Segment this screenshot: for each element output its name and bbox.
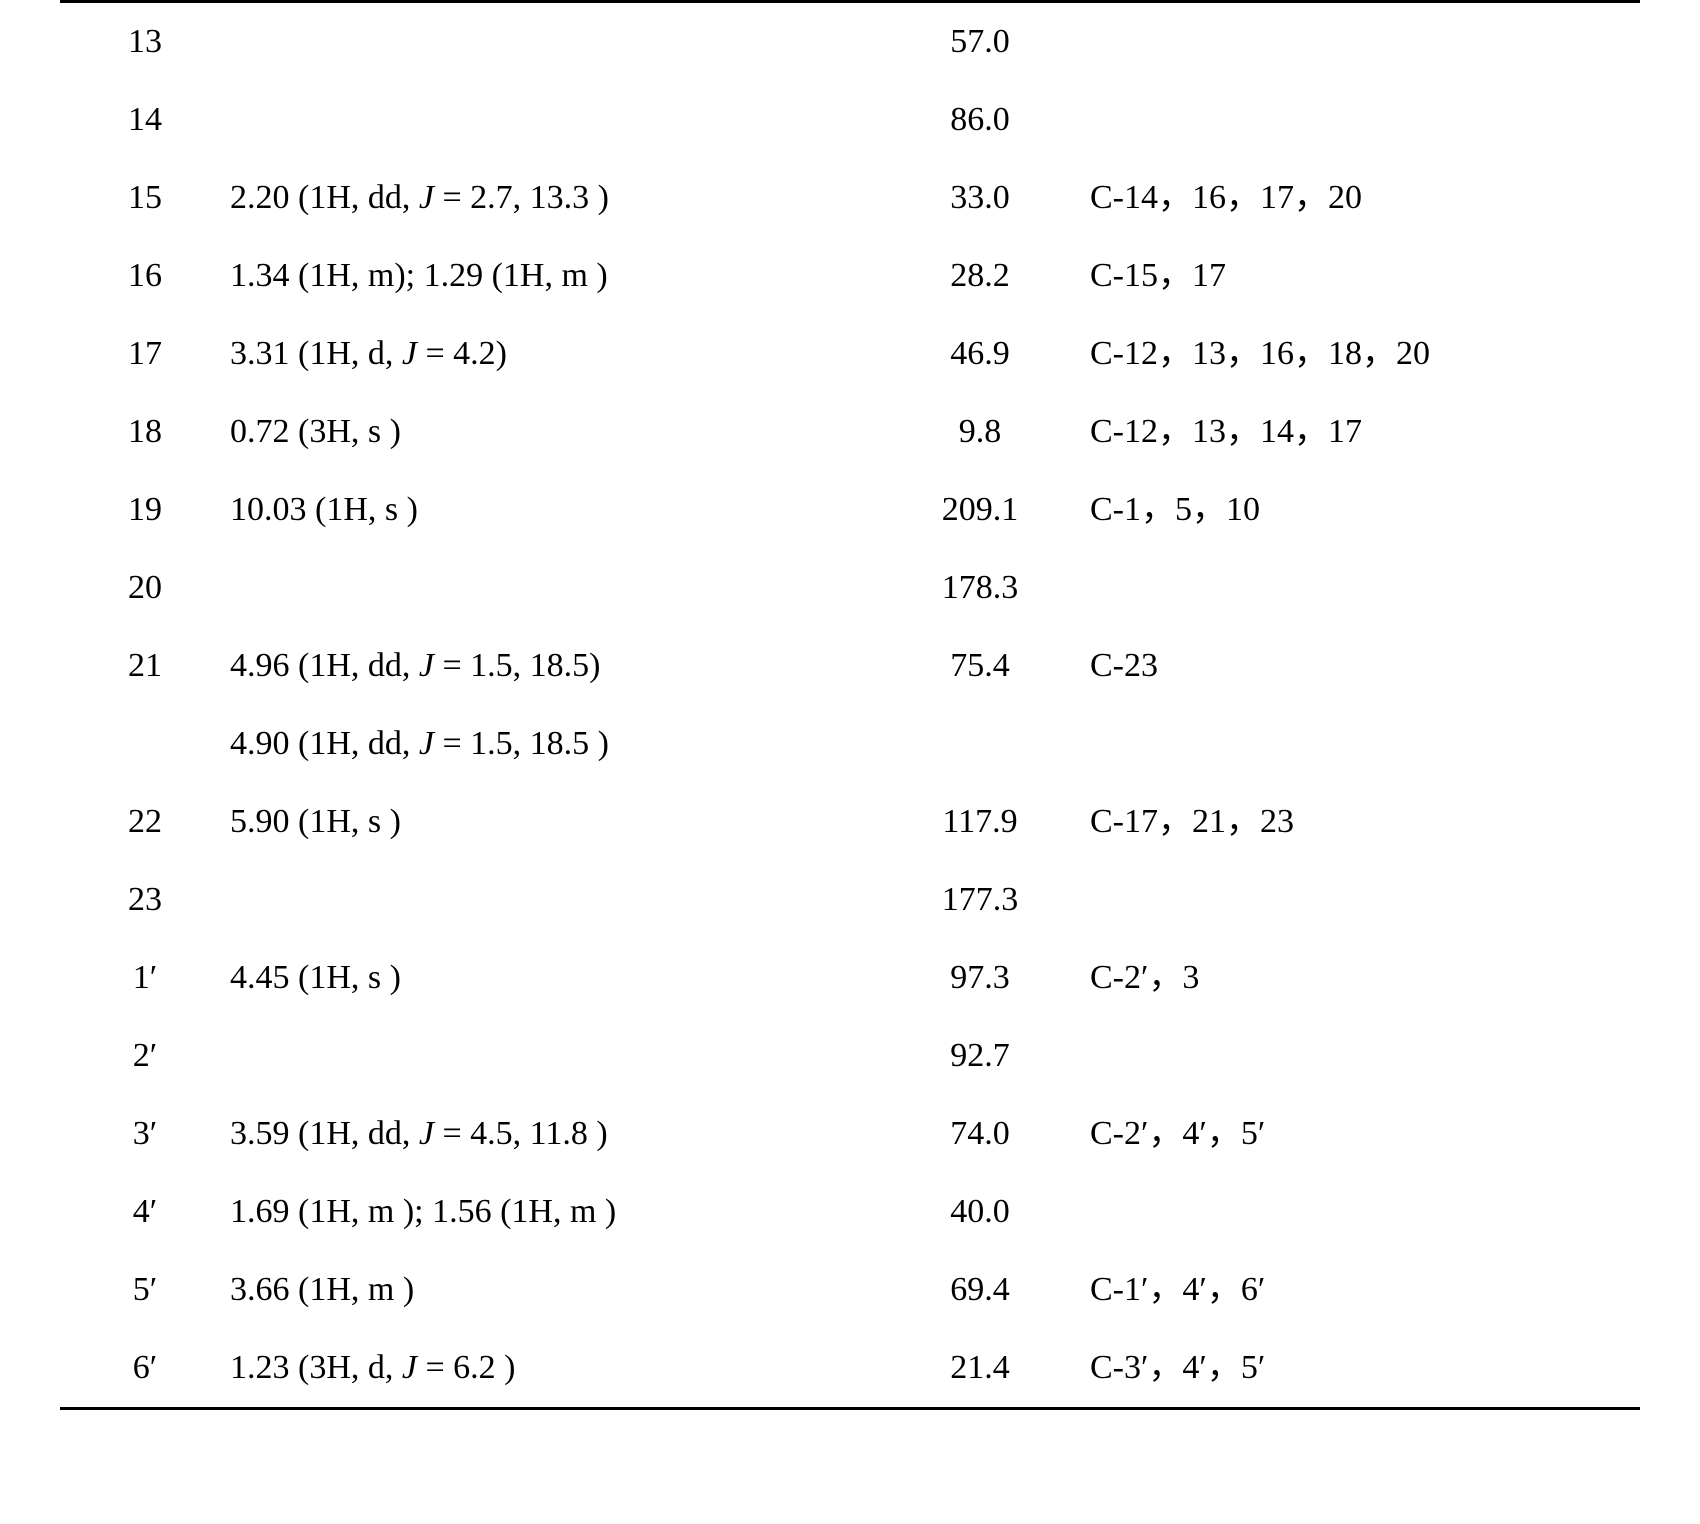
cell-delta-h: 1.34 (1H, m); 1.29 (1H, m ) (230, 237, 870, 315)
cell-delta-c: 177.3 (870, 861, 1090, 939)
cell-hmbc: C-3′，4′，5′ (1090, 1329, 1640, 1409)
cell-hmbc: C-12，13，16，18，20 (1090, 315, 1640, 393)
cell-delta-h: 1.23 (3H, d, J = 6.2 ) (230, 1329, 870, 1409)
cell-position: 20 (60, 549, 230, 627)
cell-position: 15 (60, 159, 230, 237)
cell-position: 22 (60, 783, 230, 861)
cell-hmbc: C-23 (1090, 627, 1640, 705)
cell-hmbc (1090, 549, 1640, 627)
cell-position: 18 (60, 393, 230, 471)
table-row: 20 178.3 (60, 549, 1640, 627)
table-row: 1′4.45 (1H, s )97.3C-2′，3 (60, 939, 1640, 1017)
cell-position: 6′ (60, 1329, 230, 1409)
cell-delta-h: 4.90 (1H, dd, J = 1.5, 18.5 ) (230, 705, 870, 783)
cell-delta-c: 97.3 (870, 939, 1090, 1017)
table-row: 2′ 92.7 (60, 1017, 1640, 1095)
cell-delta-h: 0.72 (3H, s ) (230, 393, 870, 471)
table-row: 4′1.69 (1H, m ); 1.56 (1H, m )40.0 (60, 1173, 1640, 1251)
cell-delta-h (230, 549, 870, 627)
cell-hmbc: C-1′，4′，6′ (1090, 1251, 1640, 1329)
cell-delta-h: 1.69 (1H, m ); 1.56 (1H, m ) (230, 1173, 870, 1251)
table-row: 13 57.0 (60, 2, 1640, 82)
table-row: 152.20 (1H, dd, J = 2.7, 13.3 )33.0C-14，… (60, 159, 1640, 237)
cell-position: 19 (60, 471, 230, 549)
table-row: 1910.03 (1H, s )209.1C-1，5，10 (60, 471, 1640, 549)
table-row: 173.31 (1H, d, J = 4.2)46.9C-12，13，16，18… (60, 315, 1640, 393)
cell-delta-c: 86.0 (870, 81, 1090, 159)
cell-delta-h: 4.45 (1H, s ) (230, 939, 870, 1017)
cell-delta-h (230, 861, 870, 939)
cell-hmbc: C-14，16，17，20 (1090, 159, 1640, 237)
cell-delta-c: 33.0 (870, 159, 1090, 237)
cell-delta-c: 209.1 (870, 471, 1090, 549)
cell-hmbc: C-17，21，23 (1090, 783, 1640, 861)
cell-hmbc (1090, 861, 1640, 939)
cell-delta-h: 4.96 (1H, dd, J = 1.5, 18.5) (230, 627, 870, 705)
table-row: 23 177.3 (60, 861, 1640, 939)
cell-delta-c: 21.4 (870, 1329, 1090, 1409)
table-row: 161.34 (1H, m); 1.29 (1H, m )28.2C-15，17 (60, 237, 1640, 315)
cell-delta-h: 3.31 (1H, d, J = 4.2) (230, 315, 870, 393)
cell-delta-c: 9.8 (870, 393, 1090, 471)
cell-position: 1′ (60, 939, 230, 1017)
table-row: 6′1.23 (3H, d, J = 6.2 )21.4C-3′，4′，5′ (60, 1329, 1640, 1409)
table-row: 180.72 (3H, s )9.8C-12，13，14，17 (60, 393, 1640, 471)
table-row: 3′3.59 (1H, dd, J = 4.5, 11.8 )74.0C-2′，… (60, 1095, 1640, 1173)
cell-delta-h: 3.59 (1H, dd, J = 4.5, 11.8 ) (230, 1095, 870, 1173)
cell-delta-h (230, 2, 870, 82)
cell-hmbc: C-1，5，10 (1090, 471, 1640, 549)
cell-delta-c (870, 705, 1090, 783)
table-row: 14 86.0 (60, 81, 1640, 159)
cell-delta-h (230, 81, 870, 159)
page: 1357.01486.0152.20 (1H, dd, J = 2.7, 13.… (0, 0, 1700, 1524)
cell-position: 3′ (60, 1095, 230, 1173)
cell-delta-c: 28.2 (870, 237, 1090, 315)
cell-delta-c: 40.0 (870, 1173, 1090, 1251)
cell-position: 17 (60, 315, 230, 393)
cell-hmbc (1090, 1173, 1640, 1251)
cell-delta-c: 57.0 (870, 2, 1090, 82)
cell-hmbc: C-2′，3 (1090, 939, 1640, 1017)
nmr-data-table: 1357.01486.0152.20 (1H, dd, J = 2.7, 13.… (60, 0, 1640, 1410)
cell-delta-c: 74.0 (870, 1095, 1090, 1173)
cell-delta-c: 46.9 (870, 315, 1090, 393)
cell-delta-h: 5.90 (1H, s ) (230, 783, 870, 861)
cell-delta-c: 69.4 (870, 1251, 1090, 1329)
cell-position: 16 (60, 237, 230, 315)
table-row: 214.96 (1H, dd, J = 1.5, 18.5)75.4C-23 (60, 627, 1640, 705)
table-row: 5′3.66 (1H, m )69.4C-1′，4′，6′ (60, 1251, 1640, 1329)
cell-delta-c: 92.7 (870, 1017, 1090, 1095)
cell-hmbc: C-12，13，14，17 (1090, 393, 1640, 471)
cell-position (60, 705, 230, 783)
cell-delta-h (230, 1017, 870, 1095)
cell-delta-h: 10.03 (1H, s ) (230, 471, 870, 549)
cell-hmbc (1090, 705, 1640, 783)
cell-delta-c: 178.3 (870, 549, 1090, 627)
table-row: 225.90 (1H, s )117.9C-17，21，23 (60, 783, 1640, 861)
cell-position: 23 (60, 861, 230, 939)
cell-hmbc (1090, 2, 1640, 82)
cell-delta-h: 3.66 (1H, m ) (230, 1251, 870, 1329)
cell-position: 5′ (60, 1251, 230, 1329)
cell-position: 2′ (60, 1017, 230, 1095)
cell-position: 21 (60, 627, 230, 705)
cell-position: 13 (60, 2, 230, 82)
cell-delta-h: 2.20 (1H, dd, J = 2.7, 13.3 ) (230, 159, 870, 237)
cell-position: 14 (60, 81, 230, 159)
nmr-data-table-body: 1357.01486.0152.20 (1H, dd, J = 2.7, 13.… (60, 2, 1640, 1409)
cell-hmbc (1090, 1017, 1640, 1095)
cell-delta-c: 117.9 (870, 783, 1090, 861)
cell-hmbc: C-15，17 (1090, 237, 1640, 315)
cell-hmbc (1090, 81, 1640, 159)
cell-hmbc: C-2′，4′，5′ (1090, 1095, 1640, 1173)
cell-position: 4′ (60, 1173, 230, 1251)
cell-delta-c: 75.4 (870, 627, 1090, 705)
table-row: 4.90 (1H, dd, J = 1.5, 18.5 ) (60, 705, 1640, 783)
